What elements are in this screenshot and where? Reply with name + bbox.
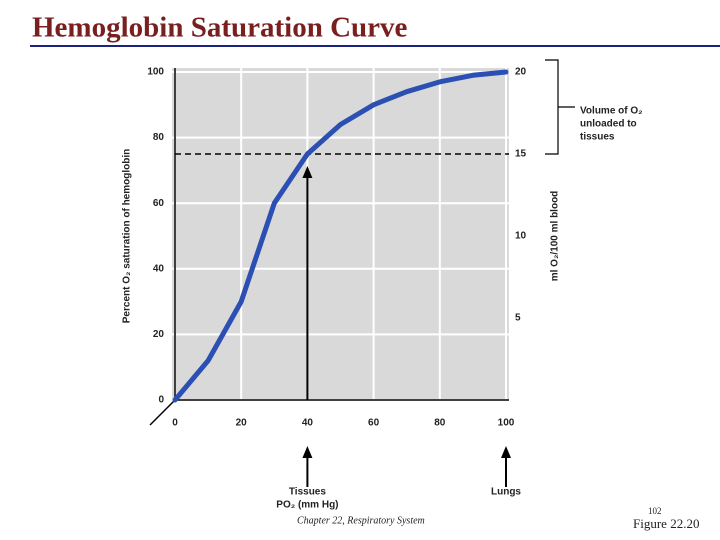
y-tick-label: 60 <box>153 198 165 209</box>
y2-tick-label: 20 <box>515 67 527 78</box>
bracket-label: unloaded to <box>580 119 637 130</box>
y2-tick-label: 5 <box>515 313 521 324</box>
x-axis-label: PO₂ (mm Hg) <box>276 500 338 511</box>
y-tick-label: 20 <box>153 329 165 340</box>
footer: Chapter 22, Respiratory System <box>297 515 425 526</box>
x-tick-label: 80 <box>434 418 446 429</box>
x-tick-label: 0 <box>172 418 178 429</box>
y-tick-label: 80 <box>153 132 165 143</box>
arrow-head <box>302 166 313 178</box>
x-tick-label: 20 <box>236 418 248 429</box>
bracket-label: Volume of O₂ <box>580 106 643 117</box>
y2-axis-label: ml O₂/100 ml blood <box>550 191 561 282</box>
axis-break <box>149 399 176 426</box>
x-tick-label: 60 <box>368 418 380 429</box>
curve <box>172 69 509 403</box>
x-tick-label: 100 <box>498 418 515 429</box>
y2-tick-label: 10 <box>515 231 527 242</box>
y-tick-label: 40 <box>153 263 165 274</box>
bracket <box>545 59 575 155</box>
arrow-head <box>501 446 511 458</box>
x-tick-label: 40 <box>302 418 314 429</box>
arrow-head <box>302 446 313 458</box>
bracket-label: tissues <box>580 132 615 143</box>
page-number: 102 <box>648 506 662 516</box>
figure-label: Figure 22.20 <box>633 516 699 531</box>
marker-label: Tissues <box>289 487 326 498</box>
y-axis-label: Percent O₂ saturation of hemoglobin <box>122 149 133 323</box>
y2-tick-label: 15 <box>515 149 527 160</box>
y-tick-label: 100 <box>147 67 164 78</box>
marker-label: Lungs <box>491 487 521 498</box>
y-tick-label: 0 <box>158 395 164 406</box>
slide-title: Hemoglobin Saturation Curve <box>32 12 408 44</box>
plot-area <box>172 68 509 400</box>
